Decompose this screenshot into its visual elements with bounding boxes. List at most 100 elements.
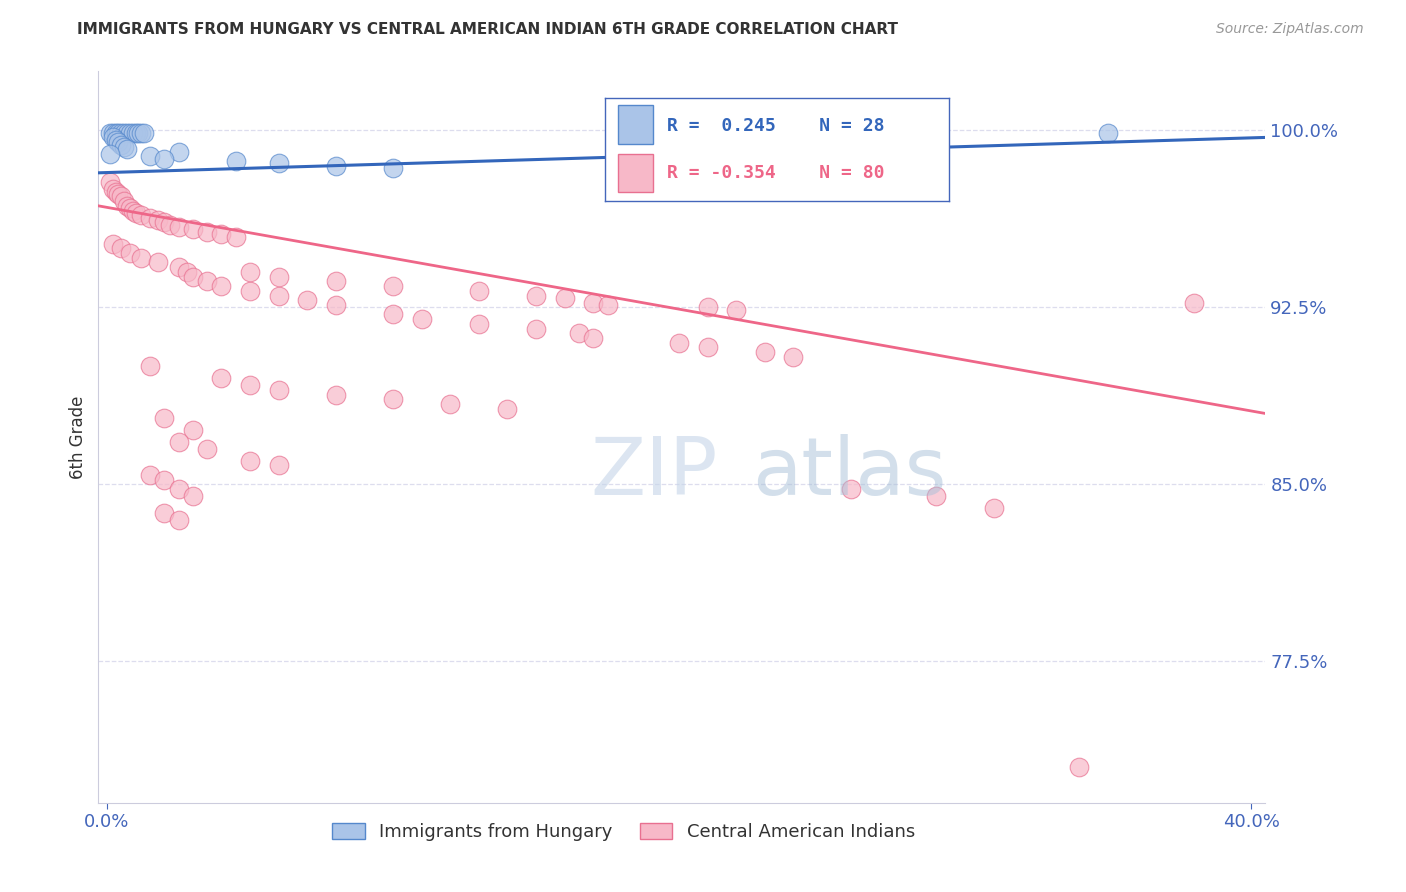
Point [167, 434, 190, 449]
Point [101, 126, 124, 140]
Point [195, 274, 218, 288]
Point [115, 126, 138, 140]
Point [267, 458, 290, 473]
Point [98, 175, 121, 189]
Point [98, 147, 121, 161]
Point [104, 126, 127, 140]
Point [131, 208, 153, 222]
FancyBboxPatch shape [619, 105, 652, 145]
Point [239, 378, 262, 392]
Point [139, 211, 162, 225]
Point [411, 312, 433, 326]
Point [382, 279, 405, 293]
Point [1182, 295, 1205, 310]
Point [382, 392, 405, 407]
Point [110, 241, 132, 255]
Point [181, 222, 204, 236]
Point [115, 199, 138, 213]
Text: R =  0.245    N = 28: R = 0.245 N = 28 [666, 117, 884, 135]
Point [239, 265, 262, 279]
Point [153, 152, 176, 166]
Point [839, 482, 862, 496]
Point [468, 317, 491, 331]
Point [167, 482, 190, 496]
Point [167, 260, 190, 275]
Point [112, 140, 135, 154]
Point [325, 274, 347, 288]
Point [139, 149, 162, 163]
Point [131, 126, 153, 140]
Point [153, 411, 176, 425]
Point [468, 284, 491, 298]
Point [115, 142, 138, 156]
Point [167, 145, 190, 159]
Point [181, 423, 204, 437]
Point [696, 301, 718, 315]
FancyBboxPatch shape [619, 153, 652, 193]
Point [101, 182, 124, 196]
Point [110, 137, 132, 152]
Point [297, 293, 319, 308]
Point [124, 126, 146, 140]
Point [209, 227, 232, 242]
Point [104, 133, 127, 147]
Point [153, 506, 176, 520]
Point [167, 220, 190, 235]
Point [153, 215, 176, 229]
Point [725, 302, 748, 317]
Point [131, 251, 153, 265]
Point [696, 340, 718, 354]
Point [121, 126, 143, 140]
Legend: Immigrants from Hungary, Central American Indians: Immigrants from Hungary, Central America… [325, 816, 922, 848]
Text: IMMIGRANTS FROM HUNGARY VS CENTRAL AMERICAN INDIAN 6TH GRADE CORRELATION CHART: IMMIGRANTS FROM HUNGARY VS CENTRAL AMERI… [77, 22, 898, 37]
Point [118, 201, 141, 215]
Point [121, 203, 143, 218]
Text: ZIP: ZIP [591, 434, 718, 512]
Point [554, 291, 576, 305]
Point [524, 288, 547, 302]
Point [107, 187, 129, 202]
Point [325, 159, 347, 173]
Point [148, 255, 170, 269]
Point [148, 213, 170, 227]
Y-axis label: 6th Grade: 6th Grade [69, 395, 87, 479]
Point [101, 130, 124, 145]
Point [225, 154, 247, 169]
Point [110, 189, 132, 203]
Point [98, 126, 121, 140]
Point [107, 126, 129, 140]
Point [167, 513, 190, 527]
Point [107, 135, 129, 149]
Point [139, 467, 162, 482]
Point [754, 345, 776, 359]
Point [1097, 126, 1119, 140]
Point [209, 279, 232, 293]
Point [239, 284, 262, 298]
Point [139, 359, 162, 374]
Point [153, 473, 176, 487]
Point [181, 489, 204, 503]
Point [209, 371, 232, 385]
Point [668, 335, 690, 350]
Point [225, 229, 247, 244]
Point [983, 500, 1005, 515]
Point [496, 401, 519, 416]
Point [582, 331, 605, 345]
Point [596, 298, 619, 312]
Point [118, 246, 141, 260]
Point [325, 387, 347, 401]
Point [159, 218, 181, 232]
Point [267, 383, 290, 397]
Point [127, 126, 149, 140]
Text: atlas: atlas [752, 434, 946, 512]
Point [124, 206, 146, 220]
Text: R = -0.354    N = 80: R = -0.354 N = 80 [666, 164, 884, 182]
Text: Source: ZipAtlas.com: Source: ZipAtlas.com [1216, 22, 1364, 37]
Point [267, 269, 290, 284]
Point [568, 326, 591, 341]
Point [925, 489, 948, 503]
Point [134, 126, 156, 140]
Point [582, 295, 605, 310]
Point [181, 269, 204, 284]
Point [118, 126, 141, 140]
